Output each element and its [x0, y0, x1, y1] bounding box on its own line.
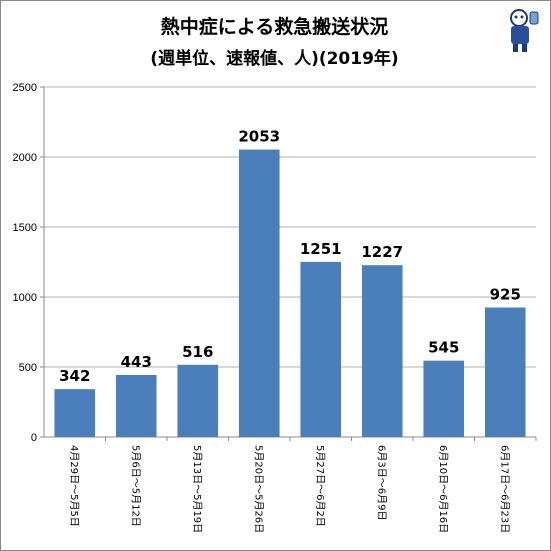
- data-label: 443: [121, 353, 152, 371]
- gridlines: [44, 86, 536, 368]
- x-tick-label: 6月17日～6月23日: [498, 445, 510, 533]
- bar: [177, 364, 219, 437]
- bar: [54, 389, 96, 437]
- bar: [484, 307, 526, 437]
- bar: [361, 265, 403, 437]
- y-tick-label: 2500: [13, 82, 37, 94]
- x-tick-label: 6月3日～6月9日: [375, 445, 387, 520]
- x-tick-label: 5月20日～5月26日: [252, 445, 264, 533]
- bar: [423, 360, 465, 437]
- data-label: 342: [59, 367, 90, 385]
- x-tick-label: 5月6日～5月12日: [129, 445, 141, 527]
- data-label: 2053: [238, 128, 280, 146]
- x-tick-label: 6月10日～6月16日: [437, 445, 449, 533]
- y-tick-label: 1000: [13, 292, 37, 304]
- bar: [238, 149, 280, 437]
- y-tick-label: 1500: [13, 222, 37, 234]
- x-tick-label: 5月13日～5月19日: [191, 445, 203, 533]
- mascot-logo-icon: [510, 9, 539, 52]
- y-tick-label: 0: [31, 432, 37, 444]
- data-label: 1227: [361, 243, 403, 261]
- chart-title: 熱中症による救急搬送状況: [160, 16, 389, 38]
- y-tick-label: 500: [19, 362, 37, 374]
- data-label: 1251: [300, 240, 342, 258]
- x-tick-label: 4月29日～5月5日: [68, 445, 80, 527]
- x-tick-label: 5月27日～6月2日: [314, 445, 326, 527]
- labels: 0 500 1000 1500 2000 2500 342 4月29日～5月5日 443 5月6日…: [13, 82, 521, 533]
- data-label: 925: [490, 286, 521, 304]
- bar: [300, 261, 342, 437]
- data-label: 545: [428, 339, 459, 357]
- bars: [54, 149, 526, 437]
- chart-subtitle: (週単位、速報値、人)(2019年): [150, 49, 399, 69]
- data-label: 516: [182, 343, 213, 361]
- bar: [115, 374, 157, 437]
- y-tick-label: 2000: [13, 152, 37, 164]
